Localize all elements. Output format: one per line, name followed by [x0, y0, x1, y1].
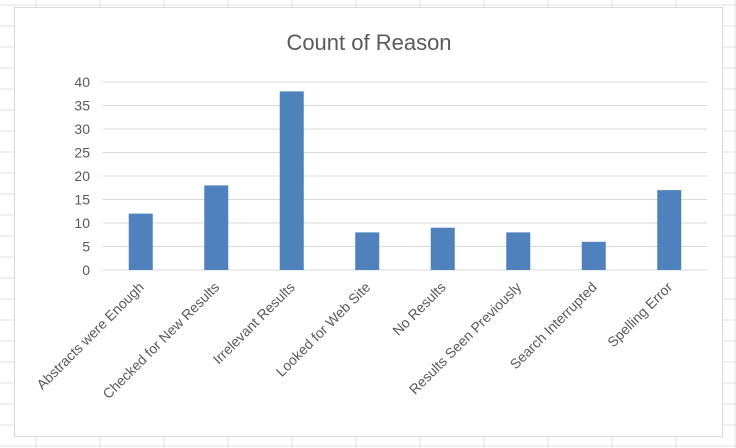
- bar: [355, 232, 380, 270]
- bar: [279, 91, 304, 271]
- gridlines: [103, 81, 707, 271]
- bar: [506, 232, 531, 270]
- x-category-label: No Results: [389, 279, 449, 339]
- y-tick-label: 5: [82, 239, 90, 255]
- bars: [128, 91, 682, 271]
- y-axis-tick-labels: 0 5 10 15 20 25 30 35 40: [74, 74, 90, 278]
- bar: [128, 213, 153, 270]
- chart-area[interactable]: Count of Reason 0 5 10 15 20 25 30 35 40 Abstrac…: [14, 7, 723, 437]
- bar-chart: Count of Reason 0 5 10 15 20 25 30 35 40 Abstrac…: [33, 30, 707, 402]
- y-tick-label: 30: [74, 121, 90, 137]
- x-category-label: Spelling Error: [604, 279, 676, 351]
- bar: [657, 190, 682, 270]
- bar: [581, 241, 606, 270]
- y-tick-label: 35: [74, 98, 90, 114]
- chart-title: Count of Reason: [286, 30, 451, 55]
- bar: [204, 185, 229, 270]
- y-tick-label: 20: [74, 168, 90, 184]
- y-tick-label: 10: [74, 215, 90, 231]
- x-category-label: Irrelevant Results: [210, 279, 298, 367]
- bar: [430, 227, 455, 270]
- y-tick-label: 0: [82, 262, 90, 278]
- y-tick-label: 40: [74, 74, 90, 90]
- y-tick-label: 15: [74, 192, 90, 208]
- y-tick-label: 25: [74, 145, 90, 161]
